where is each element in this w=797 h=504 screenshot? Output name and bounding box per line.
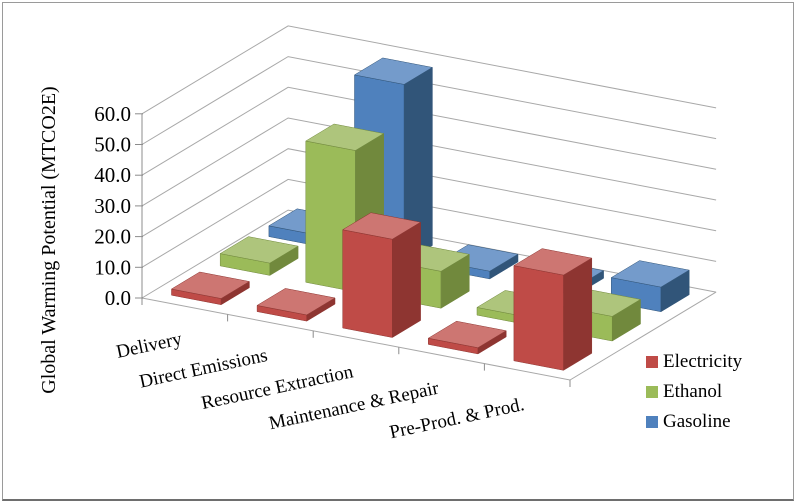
- legend: Electricity Ethanol Gasoline: [646, 347, 742, 437]
- y-axis-tick-label: 0.0: [105, 286, 131, 310]
- bar-top-face: [513, 248, 593, 276]
- bar-electricity-delivery[interactable]: [170, 271, 250, 306]
- legend-swatch-ethanol: [646, 386, 658, 398]
- y-axis-tick-label: 40.0: [94, 163, 131, 187]
- legend-item-electricity[interactable]: Electricity: [646, 347, 742, 377]
- y-axis-title: Global Warming Potential (MTCO2E): [38, 86, 60, 393]
- bar-top-face: [305, 123, 385, 151]
- bar-top-face: [219, 236, 299, 264]
- bar-electricity-resource-extraction[interactable]: [342, 212, 422, 338]
- bar-top-face: [342, 212, 422, 240]
- bar-electricity-direct-emissions[interactable]: [256, 288, 336, 322]
- x-axis: [141, 298, 571, 387]
- bar-top-face: [427, 320, 507, 348]
- bar-top-face: [170, 271, 250, 299]
- y-gridline-50: [141, 56, 717, 145]
- legend-label-ethanol: Ethanol: [663, 381, 723, 402]
- y-gridline-20: [141, 148, 717, 238]
- legend-item-gasoline[interactable]: Gasoline: [646, 407, 742, 437]
- bars: [170, 57, 690, 371]
- bar-side-face: [563, 257, 593, 371]
- y-gridline-40: [141, 86, 717, 176]
- legend-item-ethanol[interactable]: Ethanol: [646, 377, 742, 407]
- y-gridline-30: [141, 117, 717, 207]
- legend-label-gasoline: Gasoline: [663, 411, 731, 432]
- bar-electricity-maintenance-repair[interactable]: [427, 320, 507, 355]
- y-axis: 0.0 10.0 20.0 30.0 40.0 50.0 60.0: [94, 102, 143, 310]
- bar-top-face: [256, 288, 336, 316]
- y-axis-tick-label: 60.0: [94, 102, 131, 126]
- bar-gasoline-pre-prod-prod[interactable]: [610, 260, 690, 313]
- y-axis-tick-label: 10.0: [94, 255, 131, 279]
- legend-label-electricity: Electricity: [663, 351, 743, 372]
- y-axis-tick-label: 50.0: [94, 133, 131, 157]
- bar-top-face: [610, 260, 690, 288]
- bar-top-face: [353, 57, 433, 85]
- legend-swatch-gasoline: [646, 416, 658, 428]
- bar-front-face: [513, 265, 564, 371]
- bar-ethanol-delivery[interactable]: [219, 236, 299, 276]
- bar-front-face: [342, 229, 393, 338]
- legend-swatch-electricity: [646, 356, 658, 368]
- y-axis-tick-label: 20.0: [94, 225, 131, 249]
- y-gridline-10: [141, 178, 717, 268]
- bar-electricity-pre-prod-prod[interactable]: [513, 248, 593, 371]
- plot-gridlines: [141, 25, 717, 299]
- y-gridline-60: [141, 25, 717, 115]
- bar-side-face: [392, 221, 421, 338]
- y-axis-tick-label: 30.0: [94, 194, 131, 218]
